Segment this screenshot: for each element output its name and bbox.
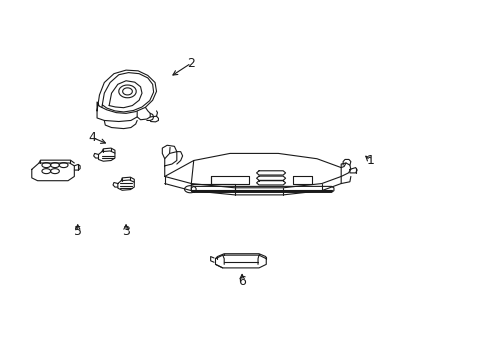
Text: 2: 2	[187, 57, 195, 69]
Text: 6: 6	[238, 275, 245, 288]
Text: 5: 5	[74, 225, 81, 238]
Text: 3: 3	[122, 225, 130, 238]
Text: 4: 4	[88, 131, 96, 144]
Text: 1: 1	[366, 154, 373, 167]
